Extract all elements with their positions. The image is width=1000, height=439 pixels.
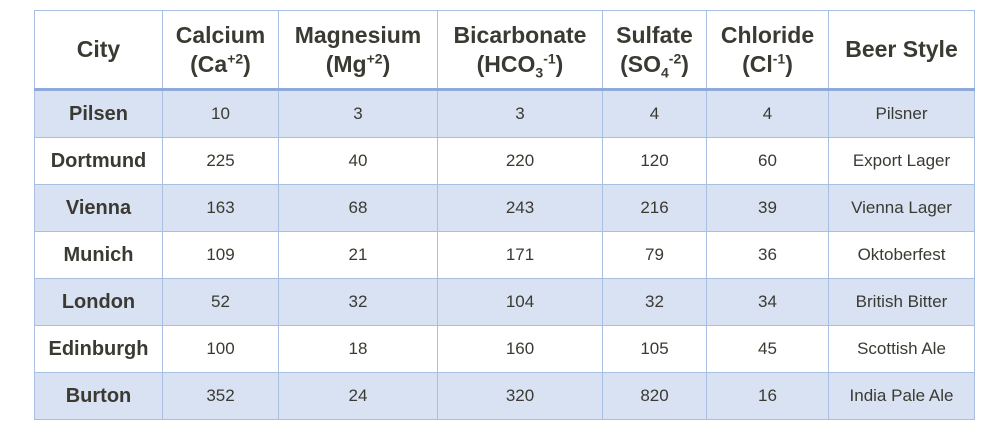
header-name: Bicarbonate [453,21,587,48]
header-cell: Calcium (Ca+2) [162,10,279,91]
header-close: ) [681,50,689,77]
value-cell: 10 [162,89,279,138]
style-cell: Oktoberfest [828,231,975,279]
header-symbol: (Ca [190,50,228,77]
header-name: Beer Style [845,36,958,62]
table-body: Pilsen 10 3 3 4 4 Pilsner Dortmund 225 40 220 120 60… [34,89,975,420]
style-cell: Vienna Lager [828,184,975,232]
value-cell: 163 [162,184,279,232]
header-superscript: +2 [366,49,383,66]
value-cell: 36 [706,231,829,279]
city-cell: London [34,278,163,326]
water-profile-table: City Calcium (Ca+2) Magnesium (Mg+2) Bicarbon… [34,10,975,420]
header-close: ) [382,50,391,77]
header-name: Chloride [720,21,815,48]
header-cell: Sulfate (SO4-2) [602,10,707,91]
value-cell: 39 [706,184,829,232]
table-row: London 52 32 104 32 34 British Bitter [34,278,975,326]
value-cell: 40 [278,137,438,185]
city-cell: Munich [34,231,163,279]
header-name: Magnesium [294,21,422,48]
value-cell: 216 [602,184,707,232]
value-cell: 171 [437,231,603,279]
city-cell: Pilsen [34,89,163,138]
header-cell: Chloride (Cl-1) [706,10,829,91]
value-cell: 21 [278,231,438,279]
value-cell: 18 [278,325,438,373]
city-cell: Dortmund [34,137,163,185]
table-row: Vienna 163 68 243 216 39 Vienna Lager [34,184,975,232]
header-cell: Bicarbonate (HCO3-1) [437,10,603,91]
value-cell: 100 [162,325,279,373]
header-symbol: (HCO [476,50,536,77]
header-close: ) [785,50,793,77]
value-cell: 109 [162,231,279,279]
table-row: Munich 109 21 171 79 36 Oktoberfest [34,231,975,279]
table-row: Burton 352 24 320 820 16 India Pale Ale [34,372,975,420]
style-cell: Export Lager [828,137,975,185]
value-cell: 225 [162,137,279,185]
style-cell: Scottish Ale [828,325,975,373]
value-cell: 320 [437,372,603,420]
header-superscript: -1 [543,49,556,66]
value-cell: 45 [706,325,829,373]
value-cell: 3 [278,89,438,138]
style-cell: India Pale Ale [828,372,975,420]
header-name: City [76,36,121,62]
header-superscript: +2 [227,49,244,66]
value-cell: 104 [437,278,603,326]
value-cell: 34 [706,278,829,326]
value-cell: 32 [602,278,707,326]
value-cell: 68 [278,184,438,232]
value-cell: 105 [602,325,707,373]
value-cell: 220 [437,137,603,185]
value-cell: 32 [278,278,438,326]
header-name: Calcium [175,21,266,48]
style-cell: British Bitter [828,278,975,326]
value-cell: 243 [437,184,603,232]
header-cell: Beer Style [828,10,975,91]
value-cell: 4 [706,89,829,138]
value-cell: 3 [437,89,603,138]
header-symbol: (Cl [742,50,773,77]
header-superscript: -2 [668,49,682,66]
header-close: ) [555,50,564,77]
value-cell: 79 [602,231,707,279]
header-subscript: 4 [660,64,669,81]
header-symbol: (SO [620,50,661,77]
value-cell: 16 [706,372,829,420]
value-cell: 160 [437,325,603,373]
header-cell: City [34,10,163,91]
table-row: Dortmund 225 40 220 120 60 Export Lager [34,137,975,185]
table-row: Pilsen 10 3 3 4 4 Pilsner [34,89,975,138]
header-superscript: -1 [772,49,786,66]
value-cell: 4 [602,89,707,138]
value-cell: 60 [706,137,829,185]
header-cell: Magnesium (Mg+2) [278,10,438,91]
header-symbol: (Mg [325,50,367,77]
header-name: Sulfate [616,21,693,48]
header-subscript: 3 [535,64,544,81]
table-row: Edinburgh 100 18 160 105 45 Scottish Ale [34,325,975,373]
value-cell: 820 [602,372,707,420]
header-close: ) [243,50,251,77]
city-cell: Burton [34,372,163,420]
city-cell: Edinburgh [34,325,163,373]
value-cell: 352 [162,372,279,420]
city-cell: Vienna [34,184,163,232]
value-cell: 52 [162,278,279,326]
header-row: City Calcium (Ca+2) Magnesium (Mg+2) Bicarbon… [34,10,975,91]
value-cell: 24 [278,372,438,420]
value-cell: 120 [602,137,707,185]
style-cell: Pilsner [828,89,975,138]
